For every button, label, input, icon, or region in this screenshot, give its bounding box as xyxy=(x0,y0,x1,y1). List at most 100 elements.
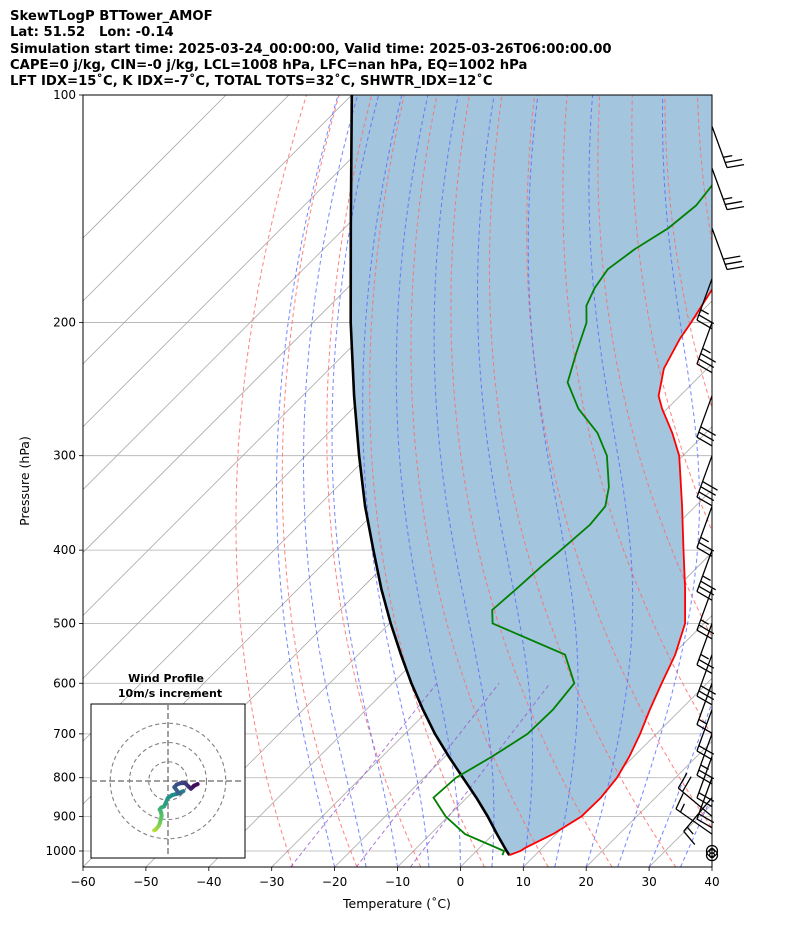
barb-half xyxy=(702,347,711,354)
barb-shaft xyxy=(696,756,713,799)
y-axis-label: Pressure (hPa) xyxy=(17,436,32,526)
x-tick-label: 0 xyxy=(457,875,465,889)
x-tick-label: −50 xyxy=(133,875,158,889)
wind-barb xyxy=(696,709,715,761)
barb-full xyxy=(726,265,745,271)
hodograph-title: Wind Profile xyxy=(128,672,204,685)
dry-adiabat xyxy=(730,95,794,867)
barb-full xyxy=(700,580,716,591)
chart-title: SkewTLogP BTTower_AMOF xyxy=(10,9,213,24)
parcel-path xyxy=(349,95,511,856)
barb-shaft xyxy=(696,777,713,820)
y-tick-label: 600 xyxy=(53,676,76,690)
dry-adiabat xyxy=(763,95,794,867)
dry-adiabat xyxy=(410,95,549,867)
dry-adiabat xyxy=(488,95,677,867)
barb-full xyxy=(698,541,715,552)
barb-full xyxy=(698,431,715,442)
barb-full xyxy=(698,690,715,701)
x-tick-label: −20 xyxy=(322,875,347,889)
y-tick-label: 900 xyxy=(53,809,76,823)
dry-adiabat xyxy=(526,95,712,829)
dry-adiabat xyxy=(450,95,613,867)
barb-shaft xyxy=(675,808,713,835)
barb-full xyxy=(696,590,713,601)
barb-full xyxy=(696,750,713,761)
moist-adiabat xyxy=(527,95,579,867)
barb-full xyxy=(696,319,713,330)
barb-full xyxy=(696,695,713,706)
x-tick-label: 10 xyxy=(516,875,531,889)
barb-full xyxy=(681,776,692,792)
barb-full xyxy=(700,426,716,437)
y-tick-label: 200 xyxy=(53,316,76,330)
barb-full xyxy=(696,818,713,829)
barb-full xyxy=(696,363,713,374)
barb-full xyxy=(696,797,713,808)
barb-full xyxy=(698,792,715,802)
x-tick-label: −10 xyxy=(385,875,410,889)
wind-barb xyxy=(705,844,719,858)
barb-full xyxy=(696,436,713,447)
barb-half xyxy=(686,826,694,835)
x-axis-label: Temperature (˚C) xyxy=(342,896,451,911)
barb-full xyxy=(698,659,715,669)
barb-full xyxy=(702,480,718,491)
dry-adiabat xyxy=(235,95,307,867)
barb-full xyxy=(700,486,716,496)
barb-shaft xyxy=(696,506,713,548)
profiles xyxy=(349,95,712,857)
cape-area xyxy=(350,95,712,856)
wind-barb xyxy=(711,126,745,169)
axis-ticks: −60 −50 −40 −30 −20 −10 0 10 20 30 40 100 200 300 400 5… xyxy=(45,88,719,889)
index-line: LFT IDX=15˚C, K IDX=-7˚C, TOTAL TOTS=32˚… xyxy=(10,74,493,90)
barb-full xyxy=(698,585,715,596)
y-tick-label: 100 xyxy=(53,88,76,102)
barb-full xyxy=(683,830,696,845)
moist-adiabat xyxy=(711,865,712,867)
moist-adiabat xyxy=(395,95,461,867)
barb-full xyxy=(696,547,713,557)
isotherm xyxy=(83,95,478,491)
x-tick-label: −40 xyxy=(196,875,221,889)
hodograph-ring xyxy=(109,722,227,840)
wind-barb xyxy=(696,395,716,447)
moist-adiabats xyxy=(276,95,712,867)
barb-shaft xyxy=(696,455,713,498)
barb-full xyxy=(677,772,688,789)
wind-barbs xyxy=(675,126,745,862)
y-tick-label: 800 xyxy=(53,771,76,785)
calm-circle xyxy=(705,844,719,858)
temperature-line xyxy=(508,287,712,857)
barb-half xyxy=(723,196,733,200)
wind-barb xyxy=(696,278,715,330)
cape-line: CAPE=0 j/kg, CIN=-0 j/kg, LCL=1008 hPa, … xyxy=(10,57,528,73)
barb-shaft xyxy=(696,623,713,665)
isotherm xyxy=(83,95,415,428)
cape-shading xyxy=(350,95,712,856)
moist-adiabat xyxy=(617,95,701,867)
mixing-ratio-line xyxy=(355,682,500,867)
wind-barb xyxy=(696,588,715,640)
y-tick-label: 1000 xyxy=(45,844,76,858)
dry-adiabat xyxy=(326,95,422,867)
isotherm xyxy=(775,95,794,867)
hodograph-inset: Wind Profile 10m/s increment xyxy=(90,672,246,859)
barb-shaft xyxy=(696,709,713,752)
barb-half xyxy=(700,764,709,770)
barb-full xyxy=(698,358,715,368)
barb-full xyxy=(726,164,745,169)
x-tick-label: 40 xyxy=(704,875,719,889)
barb-full xyxy=(723,255,741,260)
y-tick-label: 300 xyxy=(53,449,76,463)
barb-half xyxy=(698,718,708,725)
wind-barb xyxy=(711,227,745,271)
wind-barb xyxy=(696,322,716,374)
barb-full xyxy=(698,769,715,780)
wind-barb xyxy=(711,168,745,211)
hodograph-segment xyxy=(191,782,200,788)
wind-barb xyxy=(696,654,716,706)
wind-barb xyxy=(696,623,715,674)
moist-adiabat xyxy=(680,794,712,867)
